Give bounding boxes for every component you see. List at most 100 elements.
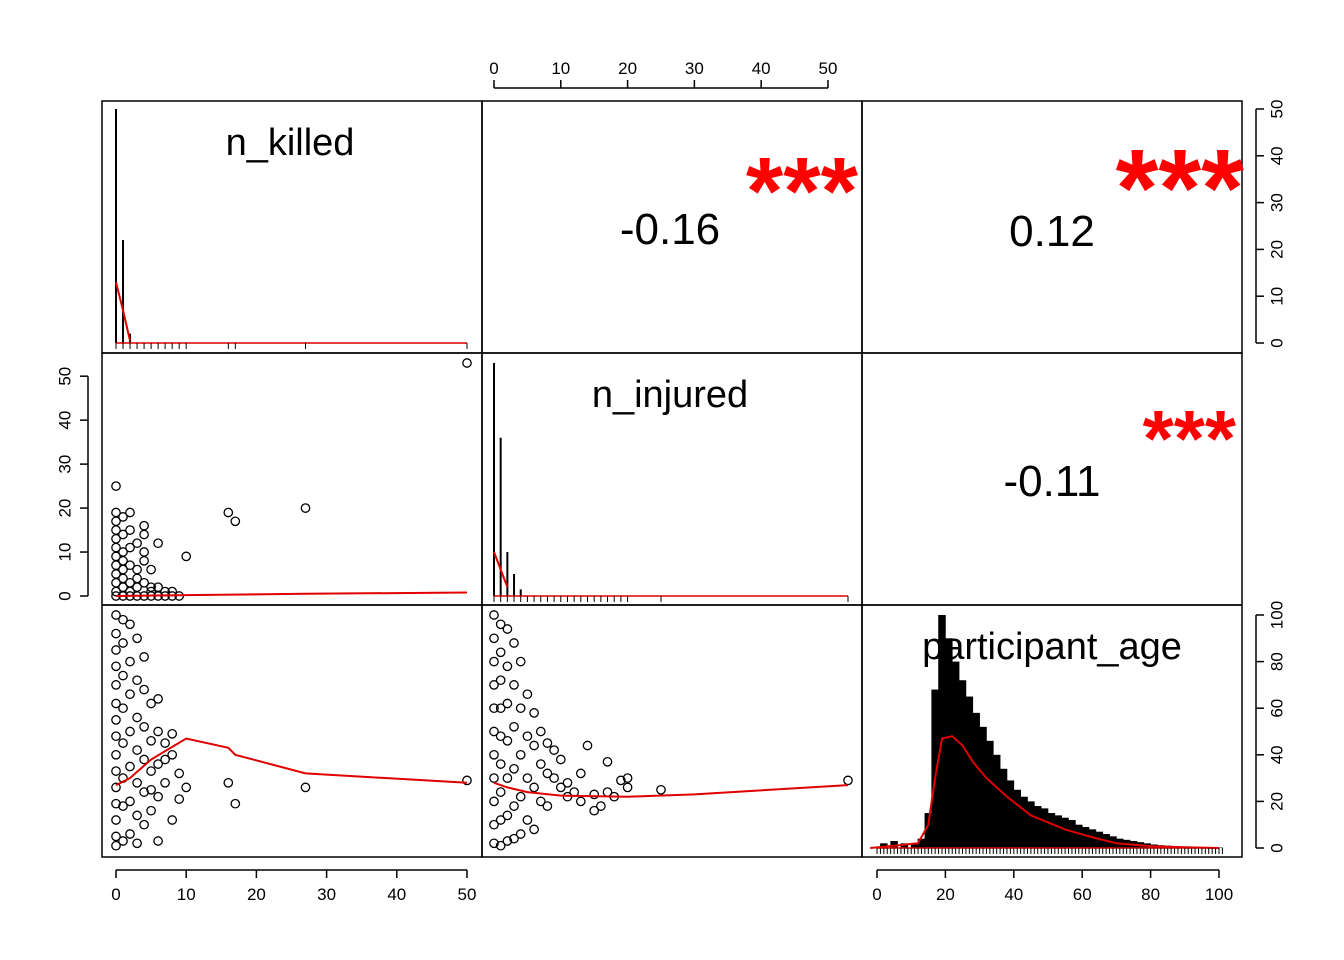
left-axis-n-injured: 0 10 20 30 40 50 xyxy=(55,367,89,601)
hist-bar-participant_age-3 xyxy=(910,843,919,848)
hist-bar-participant_age-29 xyxy=(1088,829,1097,848)
density-line-participant_age xyxy=(870,735,1220,849)
scatter-point-age_vs_n_injured-66 xyxy=(602,756,613,767)
scatter-point-age_vs_n_injured-1 xyxy=(489,633,499,644)
bottom-axis-participant-age-label-2: 40 xyxy=(1004,885,1023,904)
top-axis-n-injured-label-3: 30 xyxy=(685,59,704,78)
scatter-point-n_injured_vs_n_killed-13 xyxy=(118,529,128,540)
scatter-point-age_vs_n_injured-15 xyxy=(495,731,506,742)
scatter-point-age_vs_n_injured-51 xyxy=(542,801,553,811)
scatter-point-age_vs_n_killed-24 xyxy=(125,656,135,667)
significance-stars: *** *** *** xyxy=(746,127,1244,483)
scatter-point-n_injured_vs_n_killed-54 xyxy=(462,358,472,368)
scatter-point-n_injured_vs_n_killed-32 xyxy=(139,520,149,531)
scatter-point-age_vs_n_injured-3 xyxy=(489,680,499,690)
scatter-point-n_injured_vs_n_killed-52 xyxy=(230,516,241,527)
scatter-point-n_injured_vs_n_killed-38 xyxy=(146,564,156,575)
bottom-axis-participant-age-label-3: 60 xyxy=(1073,885,1092,904)
hist-bar-participant_age-7 xyxy=(938,615,946,848)
corr-value-n-killed-participant-age: 0.12 xyxy=(1009,207,1095,256)
scatter-point-age_vs_n_injured-6 xyxy=(489,749,499,760)
hist-bar-participant_age-11 xyxy=(965,696,974,848)
scatter-point-age_vs_n_injured-47 xyxy=(535,759,546,769)
rug-n-killed xyxy=(115,343,468,349)
scatter-point-age_vs_n_killed-18 xyxy=(118,703,128,714)
scatter-n_injured_vs_n_killed xyxy=(111,358,472,601)
scatter-point-age_vs_n_killed-8 xyxy=(111,749,121,760)
scatter-point-age_vs_n_injured-70 xyxy=(622,773,633,783)
scatter-point-age_vs_n_killed-13 xyxy=(111,831,121,842)
scatter-point-age_vs_n_killed-62 xyxy=(223,777,234,788)
right-axis-participant-age-label-4: 80 xyxy=(1267,652,1286,671)
scatter-point-age_vs_n_killed-32 xyxy=(132,712,142,723)
scatter-point-age_vs_n_injured-61 xyxy=(582,740,593,751)
scatter-point-n_injured_vs_n_killed-22 xyxy=(125,542,135,553)
scatter-point-age_vs_n_injured-18 xyxy=(495,815,506,825)
top-axis-n-injured-label-4: 40 xyxy=(752,59,771,78)
scatter-point-age_vs_n_injured-60 xyxy=(575,796,586,807)
hist-bar-participant_age-25 xyxy=(1061,817,1069,848)
histogram-n_killed xyxy=(115,109,467,344)
scatter-point-age_vs_n_injured-35 xyxy=(515,749,526,760)
bottom-axis-participant-age: 0 20 40 60 80 100 xyxy=(872,869,1233,904)
scatter-point-age_vs_n_killed-0 xyxy=(111,610,121,620)
scatter-point-age_vs_n_killed-40 xyxy=(139,754,149,765)
right-axis-participant-age-label-0: 0 xyxy=(1267,843,1286,852)
right-axis-n-killed-label-4: 40 xyxy=(1267,146,1286,165)
scatter-point-age_vs_n_injured-19 xyxy=(495,840,506,851)
scatter-point-age_vs_n_injured-42 xyxy=(529,708,539,718)
bottom-axis-participant-age-label-4: 80 xyxy=(1141,885,1160,904)
scatter-point-age_vs_n_killed-35 xyxy=(132,810,142,821)
scatter-point-age_vs_n_injured-20 xyxy=(502,624,513,634)
scatter-point-age_vs_n_killed-41 xyxy=(139,787,149,797)
scatter-point-age_vs_n_killed-11 xyxy=(111,798,121,809)
scatter-point-age_vs_n_injured-68 xyxy=(616,775,626,786)
hist-bar-participant_age-6 xyxy=(931,689,939,848)
bottom-axis-n-killed-label-1: 10 xyxy=(177,885,196,904)
scatter-point-age_vs_n_injured-33 xyxy=(515,656,526,667)
scatter-point-n_injured_vs_n_killed-21 xyxy=(125,525,135,535)
scatter-point-age_vs_n_killed-49 xyxy=(153,726,163,737)
hist-bar-participant_age-16 xyxy=(999,768,1008,848)
scatter-point-n_injured_vs_n_killed-35 xyxy=(139,555,149,566)
diagonal-labels: n_killed n_injured participant_age xyxy=(226,122,1182,668)
scatter-point-age_vs_n_injured-53 xyxy=(549,773,559,783)
scatter-point-age_vs_n_killed-16 xyxy=(118,638,128,648)
scatter-point-age_vs_n_injured-59 xyxy=(575,768,586,779)
right-axis-n-killed: 0 10 20 30 40 50 xyxy=(1255,100,1286,348)
corr-stars-n-injured-participant-age: *** xyxy=(1143,394,1237,483)
panel-frames xyxy=(101,100,1243,858)
scatter-point-age_vs_n_killed-54 xyxy=(160,754,170,765)
right-axis-participant-age-label-1: 20 xyxy=(1267,792,1286,811)
scatter-point-age_vs_n_injured-27 xyxy=(509,638,519,648)
scatter-point-age_vs_n_killed-45 xyxy=(146,766,156,776)
scatter-point-n_injured_vs_n_killed-36 xyxy=(139,577,149,588)
scatter-point-age_vs_n_injured-26 xyxy=(502,836,513,846)
scatter-point-age_vs_n_killed-4 xyxy=(111,680,121,690)
scatter-point-age_vs_n_injured-28 xyxy=(509,680,519,690)
scatter-point-age_vs_n_injured-62 xyxy=(589,789,600,800)
scatter-point-age_vs_n_injured-36 xyxy=(515,791,526,802)
scatter-age_vs_n_injured xyxy=(489,610,853,851)
corr-stars-n-killed-n-injured: *** xyxy=(746,138,859,245)
hist-bar-participant_age-21 xyxy=(1033,806,1042,848)
scatter-point-age_vs_n_injured-10 xyxy=(489,838,499,849)
scatter-point-age_vs_n_injured-5 xyxy=(489,726,499,737)
hist-bar-participant_age-28 xyxy=(1081,827,1090,848)
scatter-point-age_vs_n_injured-54 xyxy=(555,754,566,765)
hist-bar-participant_age-13 xyxy=(979,726,987,848)
scatter-point-age_vs_n_killed-44 xyxy=(146,735,156,746)
bottom-axis-n-killed-label-5: 50 xyxy=(458,885,477,904)
scatter-point-age_vs_n_killed-58 xyxy=(167,815,178,825)
right-axis-n-killed-label-2: 20 xyxy=(1267,240,1286,259)
scatter-point-age_vs_n_killed-60 xyxy=(174,794,185,804)
scatter-point-n_injured_vs_n_killed-20 xyxy=(125,507,135,518)
scatter-point-age_vs_n_killed-21 xyxy=(118,801,128,811)
scatter-point-age_vs_n_killed-57 xyxy=(167,749,178,760)
hist-bar-participant_age-19 xyxy=(1020,796,1028,848)
scatter-point-age_vs_n_killed-19 xyxy=(118,738,128,748)
scatter-point-age_vs_n_killed-26 xyxy=(125,726,135,737)
scatter-point-age_vs_n_injured-23 xyxy=(502,735,513,746)
axes: 0 10 20 30 40 500 10 20 30 40 50 0 20 40 60 80 100010203… xyxy=(55,59,1286,904)
